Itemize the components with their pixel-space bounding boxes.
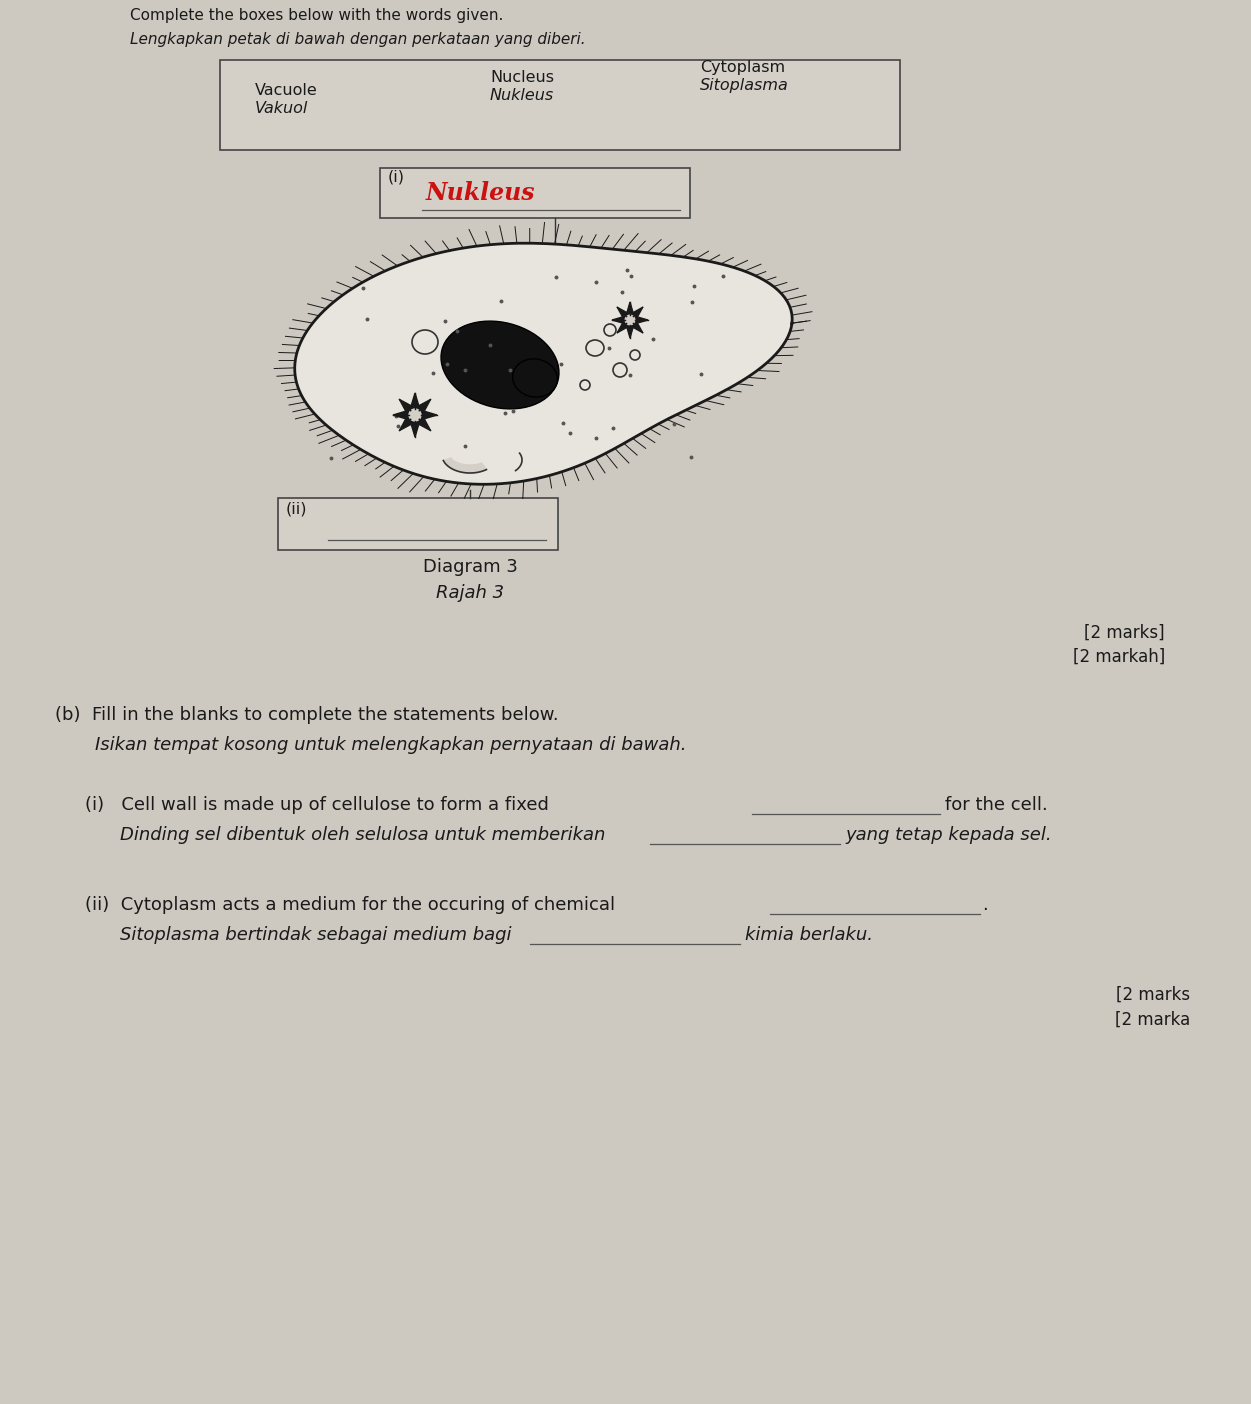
Text: Diagram 3: Diagram 3: [423, 557, 518, 576]
Text: (ii): (ii): [286, 503, 308, 517]
Text: (i): (i): [388, 170, 405, 185]
Text: (i)   Cell wall is made up of cellulose to form a fixed: (i) Cell wall is made up of cellulose to…: [85, 796, 549, 814]
Text: [2 marka: [2 marka: [1115, 1011, 1190, 1029]
Text: .: .: [982, 896, 988, 914]
Text: (b)  Fill in the blanks to complete the statements below.: (b) Fill in the blanks to complete the s…: [55, 706, 559, 724]
Text: yang tetap kepada sel.: yang tetap kepada sel.: [844, 826, 1052, 844]
Polygon shape: [295, 243, 792, 484]
Text: Vakuol: Vakuol: [255, 101, 309, 117]
Circle shape: [409, 409, 422, 421]
Ellipse shape: [513, 359, 558, 397]
Text: for the cell.: for the cell.: [945, 796, 1048, 814]
Text: kimia berlaku.: kimia berlaku.: [746, 927, 873, 943]
Bar: [220, 60, 899, 150]
Text: Vacuole: Vacuole: [255, 83, 318, 98]
Text: Sitoplasma: Sitoplasma: [701, 79, 788, 93]
Text: Dinding sel dibentuk oleh selulosa untuk memberikan: Dinding sel dibentuk oleh selulosa untuk…: [120, 826, 605, 844]
Text: Complete the boxes below with the words given.: Complete the boxes below with the words …: [130, 8, 503, 22]
Bar: [278, 498, 558, 550]
Text: Nucleus: Nucleus: [490, 70, 554, 86]
Bar: [380, 168, 691, 218]
Ellipse shape: [442, 322, 559, 409]
Circle shape: [626, 316, 634, 324]
Text: Lengkapkan petak di bawah dengan perkataan yang diberi.: Lengkapkan petak di bawah dengan perkata…: [130, 32, 585, 46]
Text: Isikan tempat kosong untuk melengkapkan pernyataan di bawah.: Isikan tempat kosong untuk melengkapkan …: [95, 736, 687, 754]
Text: [2 marks: [2 marks: [1116, 986, 1190, 1004]
Text: [2 marks]: [2 marks]: [1085, 623, 1165, 642]
Text: Cytoplasm: Cytoplasm: [701, 60, 786, 74]
Polygon shape: [393, 393, 437, 437]
Text: Nukleus: Nukleus: [427, 181, 535, 205]
Text: [2 markah]: [2 markah]: [1073, 649, 1165, 665]
Text: (ii)  Cytoplasm acts a medium for the occuring of chemical: (ii) Cytoplasm acts a medium for the occ…: [85, 896, 615, 914]
Text: Nukleus: Nukleus: [490, 88, 554, 102]
Polygon shape: [443, 458, 487, 473]
Text: Rajah 3: Rajah 3: [435, 584, 504, 602]
Text: Sitoplasma bertindak sebagai medium bagi: Sitoplasma bertindak sebagai medium bagi: [120, 927, 512, 943]
Polygon shape: [612, 302, 648, 338]
